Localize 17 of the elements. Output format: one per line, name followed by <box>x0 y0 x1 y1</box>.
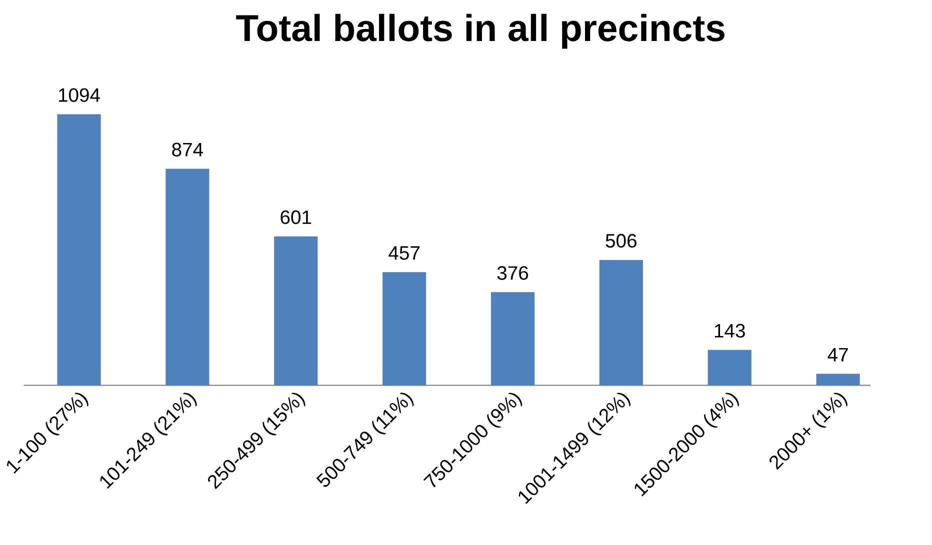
data-label: 601 <box>280 210 312 224</box>
bar <box>382 272 426 386</box>
bar <box>274 236 318 386</box>
data-label: 376 <box>497 266 528 280</box>
bar <box>57 114 101 386</box>
bar <box>708 350 752 386</box>
bar <box>816 374 860 386</box>
data-label: 47 <box>828 348 848 362</box>
data-label: 457 <box>388 246 420 260</box>
bar <box>490 292 535 386</box>
bar <box>166 168 210 386</box>
chart-title: Total ballots in all precincts <box>236 14 724 49</box>
data-label: 1094 <box>58 88 100 102</box>
data-label: 506 <box>606 234 636 248</box>
data-label: 874 <box>172 142 204 156</box>
bar <box>599 260 643 386</box>
data-label: 143 <box>714 324 745 338</box>
